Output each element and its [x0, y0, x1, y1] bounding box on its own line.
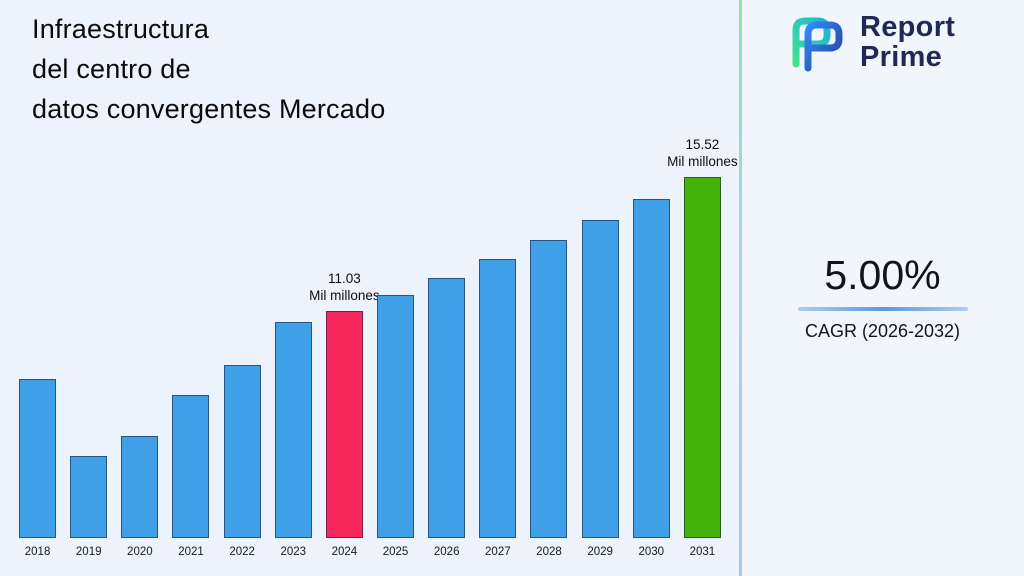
x-tick-2030: 2030 — [638, 546, 665, 558]
page-title: Infraestructura del centro de datos conv… — [32, 10, 385, 130]
bar-slot-2021: 2021 — [165, 122, 216, 564]
bar-2024 — [325, 311, 363, 538]
x-tick-2018: 2018 — [24, 546, 51, 558]
brand-line1: Report — [860, 10, 956, 43]
bar-slot-2022: 2022 — [217, 122, 268, 564]
bar-2028 — [530, 240, 568, 538]
bar-slot-2020: 2020 — [114, 122, 165, 564]
value-label-2031: 15.52 Mil millones — [667, 136, 738, 170]
bar-2021 — [172, 395, 210, 538]
bar-2022 — [223, 365, 261, 538]
page-title-line3: datos convergentes Mercado — [32, 93, 386, 124]
right-panel — [742, 0, 1024, 576]
bar-2031 — [683, 177, 721, 538]
page-title-line1: Infraestructura — [32, 14, 210, 44]
report-prime-logo-icon — [792, 17, 843, 72]
bar-slot-2018: 2018 — [12, 122, 63, 564]
x-tick-2020: 2020 — [127, 546, 153, 558]
bar-chart: 2018 2019 2020 2021 2022 2023 11.03 Mil millone… — [12, 122, 738, 564]
bar-slot-2029: 2029 — [575, 122, 626, 564]
report-prime-wordmark: Report Prime — [860, 10, 956, 73]
x-tick-2025: 2025 — [382, 546, 409, 558]
cagr-underline — [797, 307, 968, 311]
bar-slot-2027: 2027 — [472, 122, 523, 564]
bar-2018 — [19, 379, 57, 538]
bar-2019 — [70, 456, 108, 538]
bar-slot-2030: 2030 — [626, 122, 677, 564]
bar-2027 — [479, 259, 517, 538]
x-tick-2024: 2024 — [331, 546, 358, 558]
value-label-2024: 11.03 Mil millones — [309, 270, 380, 304]
bar-2020 — [121, 436, 159, 538]
report-prime-logo: Report Prime — [780, 8, 955, 76]
x-tick-2028: 2028 — [536, 546, 562, 558]
bar-2026 — [428, 278, 466, 538]
x-tick-2031: 2031 — [689, 546, 716, 558]
bar-slot-2031: 15.52 Mil millones 2031 — [667, 122, 738, 564]
bar-2023 — [274, 322, 312, 538]
bar-slot-2028: 2028 — [523, 122, 574, 564]
brand-line2: Prime — [860, 41, 943, 73]
x-tick-2026: 2026 — [433, 546, 460, 558]
bar-slot-2025: 2025 — [370, 122, 421, 564]
x-tick-2023: 2023 — [280, 546, 307, 558]
bar-2030 — [632, 199, 670, 538]
cagr-value: 5.00% — [824, 252, 941, 298]
page-title-line2: del centro de — [32, 53, 191, 84]
bar-slot-2024: 11.03 Mil millones 2024 — [309, 122, 380, 564]
x-tick-2021: 2021 — [178, 546, 204, 558]
bar-2025 — [377, 295, 415, 538]
bar-slot-2019: 2019 — [63, 122, 114, 564]
cagr-label: CAGR (2026-2032) — [804, 321, 961, 341]
bar-slot-2026: 2026 — [421, 122, 472, 564]
cagr-block: 5.00% CAGR (2026-2032) — [760, 252, 1005, 342]
bar-slot-2023: 2023 — [268, 122, 319, 564]
x-tick-2027: 2027 — [485, 546, 511, 558]
bar-2029 — [581, 220, 619, 538]
x-tick-2022: 2022 — [229, 546, 255, 558]
section-divider — [739, 0, 742, 576]
x-tick-2029: 2029 — [587, 546, 613, 558]
x-tick-2019: 2019 — [75, 546, 102, 558]
